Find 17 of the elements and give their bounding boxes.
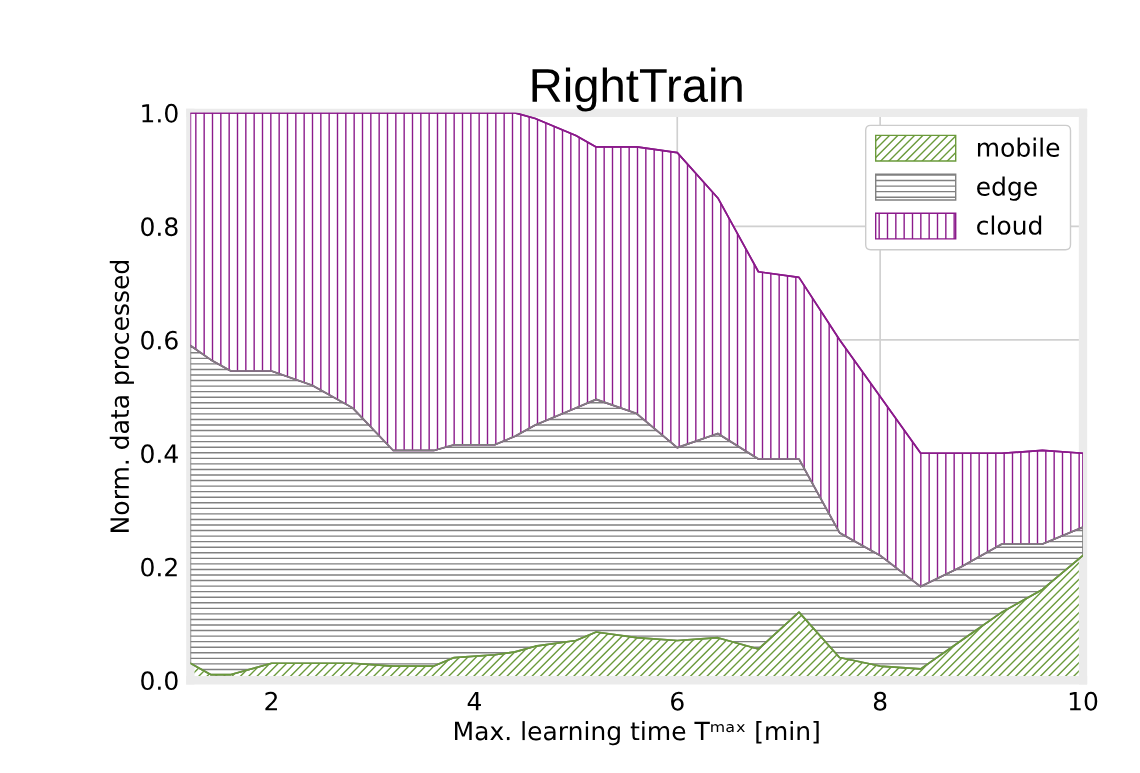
y-tick-label: 0.6 [141, 330, 178, 350]
x-tick-label: 2 [265, 691, 277, 711]
y-tick-label: 1.0 [142, 103, 178, 123]
x-tick-label: 8 [873, 691, 887, 711]
y-axis-title: Norm. data processed [109, 261, 134, 532]
y-tick-label: 0.0 [141, 671, 178, 691]
legend-label: mobile [977, 137, 1060, 157]
x-tick-label: 4 [467, 692, 481, 711]
y-tick-label: 0.8 [141, 217, 178, 237]
x-tick-label: 6 [671, 691, 684, 711]
legend-label: edge [977, 176, 1037, 201]
y-tick-label: 0.2 [141, 557, 177, 577]
chart-title: RightTrain [532, 67, 742, 112]
legend-label: cloud [977, 215, 1042, 235]
x-axis-title: Max. learning time Tᵐᵃˣ [min] [455, 721, 819, 746]
x-tick-label: 10 [1069, 691, 1098, 711]
y-tick-label: 0.4 [141, 444, 178, 464]
